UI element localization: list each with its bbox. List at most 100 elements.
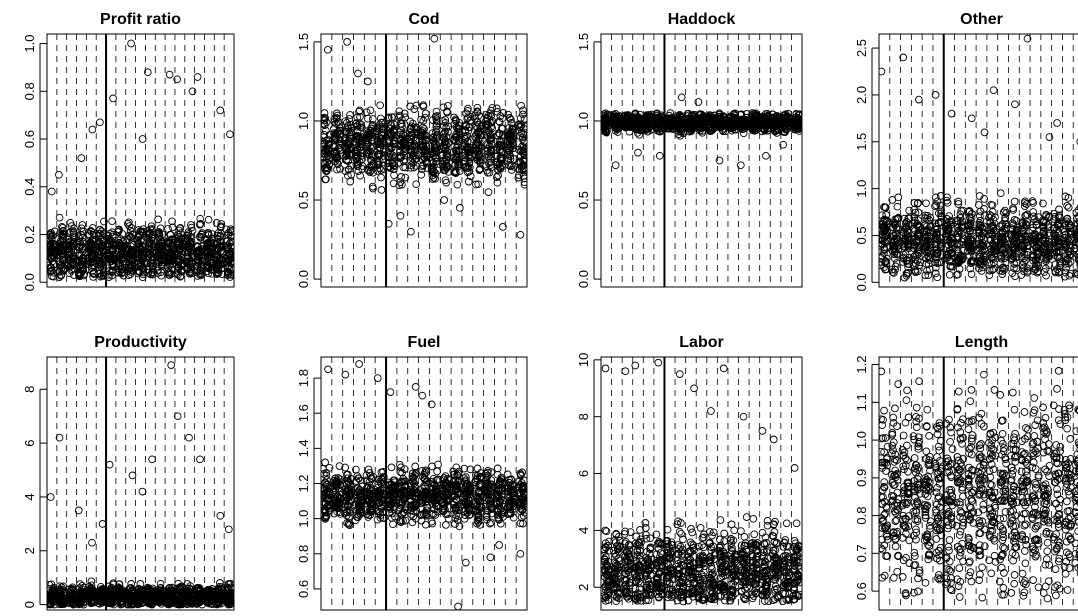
data-point: [494, 171, 502, 180]
data-point: [941, 223, 950, 232]
data-point: [115, 252, 123, 260]
data-point: [55, 170, 63, 179]
data-point: [931, 219, 940, 228]
data-point: [377, 128, 386, 137]
data-point: [503, 137, 512, 145]
data-point: [674, 124, 683, 133]
data-point: [353, 162, 362, 171]
data-point: [1074, 270, 1078, 279]
data-point: [390, 171, 398, 180]
data-point: [967, 217, 975, 225]
data-point: [728, 126, 736, 135]
data-point: [946, 246, 955, 254]
data-point: [353, 113, 362, 122]
data-point: [620, 122, 629, 131]
data-point: [888, 265, 896, 274]
data-point: [461, 126, 470, 134]
data-point: [477, 155, 486, 164]
data-point: [87, 589, 95, 597]
data-point: [495, 137, 504, 146]
data-point: [186, 238, 195, 246]
data-point: [183, 265, 192, 274]
plot-area: [47, 357, 234, 610]
data-point: [933, 259, 942, 267]
data-point: [418, 162, 427, 171]
data-point: [1012, 264, 1021, 273]
data-point: [138, 135, 147, 143]
data-point: [126, 260, 135, 269]
data-point: [482, 121, 490, 130]
data-point: [204, 215, 213, 224]
data-point: [1022, 211, 1031, 220]
data-point: [1073, 225, 1078, 233]
data-point: [1018, 245, 1027, 254]
data-point: [932, 201, 940, 210]
data-point: [374, 139, 383, 148]
data-point: [115, 598, 124, 606]
data-point: [462, 133, 471, 142]
data-point: [106, 250, 115, 259]
data-point: [144, 259, 152, 267]
data-point: [168, 223, 177, 232]
data-point: [611, 161, 620, 170]
data-point: [373, 124, 382, 133]
data-point: [505, 114, 514, 123]
data-point: [384, 114, 392, 123]
data-point: [163, 248, 172, 257]
data-point: [1056, 259, 1065, 267]
data-point: [143, 583, 152, 592]
data-point: [517, 101, 525, 110]
data-point: [893, 202, 902, 211]
data-point: [696, 117, 705, 126]
data-point: [518, 162, 526, 171]
data-point: [375, 144, 384, 152]
data-point: [74, 256, 83, 265]
data-point: [942, 196, 951, 205]
y-tick-label: 0.8: [22, 82, 37, 100]
data-point: [421, 113, 429, 122]
y-tick-label: 0.0: [576, 270, 591, 288]
data-point: [396, 178, 405, 186]
y-tick-label: 1.0: [576, 112, 591, 130]
data-point: [463, 106, 472, 115]
data-point: [463, 142, 471, 151]
data-point: [216, 223, 225, 232]
data-point: [1023, 248, 1032, 256]
data-point: [937, 209, 945, 218]
data-point: [1018, 218, 1027, 226]
data-point: [503, 131, 512, 139]
data-point: [196, 214, 205, 223]
data-point: [106, 245, 114, 254]
data-point: [483, 114, 491, 122]
data-point: [980, 128, 989, 137]
data-point: [222, 244, 231, 252]
data-point: [77, 595, 85, 604]
data-point: [708, 124, 717, 132]
data-point: [879, 261, 885, 270]
data-point: [57, 247, 66, 255]
data-point: [406, 102, 415, 111]
data-point: [975, 219, 984, 227]
data-point: [1064, 229, 1073, 237]
data-point: [889, 241, 897, 250]
data-point: [933, 238, 942, 247]
data-point: [353, 158, 362, 166]
data-point: [417, 170, 426, 179]
data-point: [932, 229, 941, 237]
data-point: [50, 227, 59, 236]
data-point: [1017, 253, 1026, 261]
data-point: [125, 222, 134, 230]
y-tick-label: 0.5: [854, 226, 869, 244]
data-point: [794, 122, 802, 131]
data-point: [332, 134, 340, 143]
data-point: [443, 161, 451, 170]
data-point: [485, 168, 494, 177]
data-point: [779, 140, 788, 149]
data-point: [439, 134, 448, 142]
data-point: [904, 263, 912, 272]
data-point: [364, 166, 373, 175]
data-point: [931, 202, 939, 210]
data-point: [187, 221, 195, 229]
data-point: [87, 248, 95, 257]
